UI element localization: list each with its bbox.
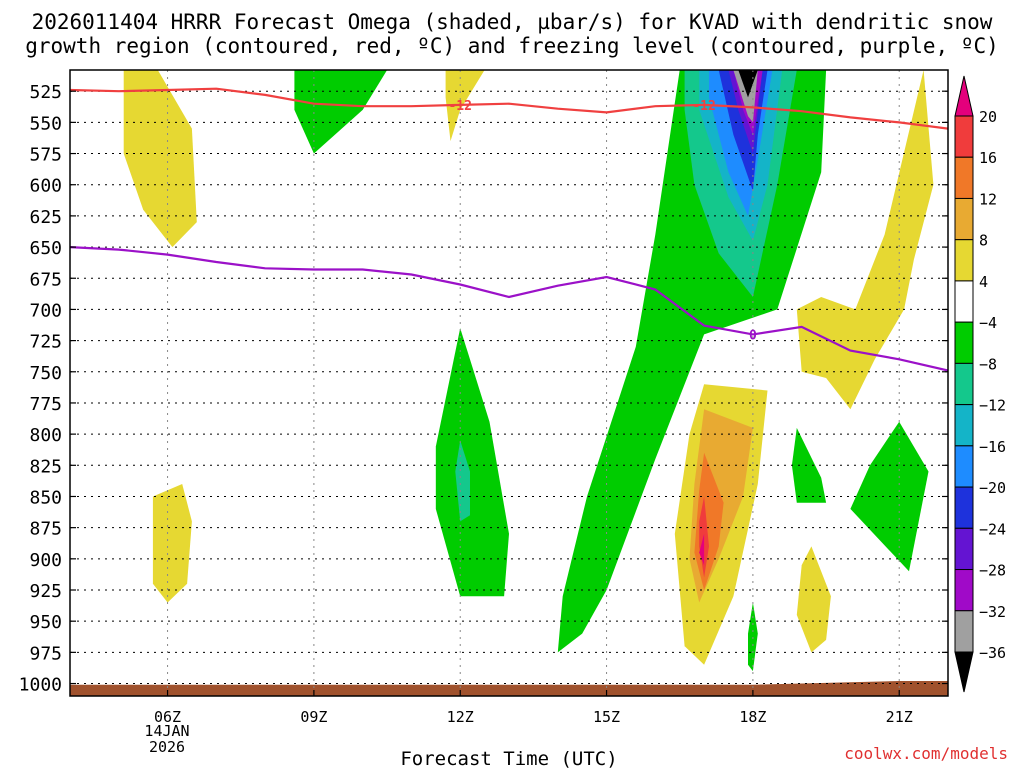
colorbar-label-13: −36 <box>979 644 1006 662</box>
colorbar-label-10: −24 <box>979 520 1006 538</box>
omega-region-3 <box>152 484 192 603</box>
y-tick-label-525: 525 <box>29 82 62 103</box>
omega-shaded-regions <box>123 70 934 672</box>
terrain-fill <box>70 681 948 696</box>
terrain-strip <box>70 681 948 696</box>
colorbar-box-5 <box>954 321 974 364</box>
colorbar-box-10 <box>954 527 974 571</box>
colorbar-box-3 <box>954 239 974 282</box>
colorbar-box-8 <box>954 445 974 488</box>
omega-region-4 <box>435 328 509 597</box>
colorbar-label-5: −4 <box>979 314 997 332</box>
y-axis: 525 550 575 600 625 650 675 700 725 750 775 800 825 8… <box>19 82 948 696</box>
colorbar-label-9: −20 <box>979 479 1006 497</box>
y-tick-label-650: 650 <box>29 238 62 259</box>
omega-region-2 <box>445 70 485 142</box>
temperature-contours: -12 -12 0 <box>70 87 948 372</box>
omega-region-21 <box>791 427 827 503</box>
colorbar-label-6: −8 <box>979 355 997 373</box>
omega-region-0 <box>123 70 197 248</box>
colorbar-bottom-triangle <box>954 651 974 693</box>
omega-region-24 <box>796 546 831 653</box>
x-tick-label-09Z: 09Z <box>300 708 327 726</box>
colorbar: 20 16 12 8 4 −4 −8 −12 −16 −20 −24 −28 −32 −36 <box>954 75 1006 693</box>
omega-region-5 <box>455 440 470 522</box>
x-tick-label-12Z: 12Z <box>447 708 474 726</box>
y-tick-label-950: 950 <box>29 612 62 633</box>
omega-region-1 <box>294 70 388 154</box>
colorbar-label-4: 4 <box>979 273 988 291</box>
colorbar-label-12: −32 <box>979 603 1006 621</box>
y-tick-label-825: 825 <box>29 456 62 477</box>
colorbar-box-1 <box>954 156 974 199</box>
chart-title-line-1: 2026011404 HRRR Forecast Omega (shaded, … <box>31 10 993 34</box>
y-tick-label-800: 800 <box>29 425 62 446</box>
colorbar-label-1: 16 <box>979 149 997 167</box>
colorbar-box-9 <box>954 486 974 529</box>
colorbar-top-triangle <box>954 75 974 117</box>
dgz-contour-label-1: -12 <box>692 99 715 114</box>
x-axis-label: Forecast Time (UTC) <box>400 748 617 768</box>
y-tick-label-725: 725 <box>29 332 62 353</box>
y-tick-label-1000: 1000 <box>19 675 62 696</box>
y-tick-label-600: 600 <box>29 176 62 197</box>
colorbar-box-0 <box>954 115 974 158</box>
freezing-contour-label-0: 0 <box>749 328 757 343</box>
date-label-day: 14JAN <box>144 722 189 740</box>
site-credit: coolwx.com/models <box>844 744 1008 763</box>
x-tick-label-21Z: 21Z <box>886 708 913 726</box>
y-tick-label-875: 875 <box>29 519 62 540</box>
x-tick-label-18Z: 18Z <box>739 708 766 726</box>
colorbar-box-7 <box>954 404 974 447</box>
colorbar-label-2: 12 <box>979 190 997 208</box>
omega-region-19 <box>699 533 705 566</box>
colorbar-label-3: 8 <box>979 232 988 250</box>
y-tick-label-675: 675 <box>29 269 62 290</box>
dgz-contour-label-0: -12 <box>448 99 471 114</box>
dgz-contour-line <box>70 87 948 130</box>
plot-frame <box>69 69 949 697</box>
colorbar-label-7: −12 <box>979 397 1006 415</box>
freezing-contour-line <box>70 246 948 372</box>
colorbar-label-8: −16 <box>979 438 1006 456</box>
colorbar-label-11: −28 <box>979 562 1006 580</box>
x-tick-label-06Z: 06Z <box>154 708 181 726</box>
colorbar-box-6 <box>954 362 974 406</box>
y-tick-label-775: 775 <box>29 394 62 415</box>
x-axis: 06Z 09Z 12Z 15Z 18Z 21Z <box>154 690 913 726</box>
chart-title-line-2: growth region (contoured, red, ºC) and f… <box>25 34 999 58</box>
colorbar-box-12 <box>954 610 974 653</box>
y-tick-label-625: 625 <box>29 207 62 228</box>
y-tick-label-975: 975 <box>29 643 62 664</box>
y-tick-label-575: 575 <box>29 145 62 166</box>
omega-region-14 <box>738 70 758 98</box>
colorbar-label-0: 20 <box>979 108 997 126</box>
x-tick-label-15Z: 15Z <box>593 708 620 726</box>
y-tick-label-750: 750 <box>29 363 62 384</box>
y-tick-label-900: 900 <box>29 550 62 571</box>
y-tick-label-550: 550 <box>29 113 62 134</box>
y-tick-label-925: 925 <box>29 581 62 602</box>
colorbar-box-11 <box>954 569 974 612</box>
colorbar-box-2 <box>954 197 974 241</box>
y-tick-label-700: 700 <box>29 300 62 321</box>
y-tick-label-850: 850 <box>29 487 62 508</box>
date-label-year: 2026 <box>149 738 185 756</box>
omega-region-20 <box>796 70 934 410</box>
omega-region-23 <box>748 602 758 672</box>
colorbar-box-4 <box>954 280 974 323</box>
